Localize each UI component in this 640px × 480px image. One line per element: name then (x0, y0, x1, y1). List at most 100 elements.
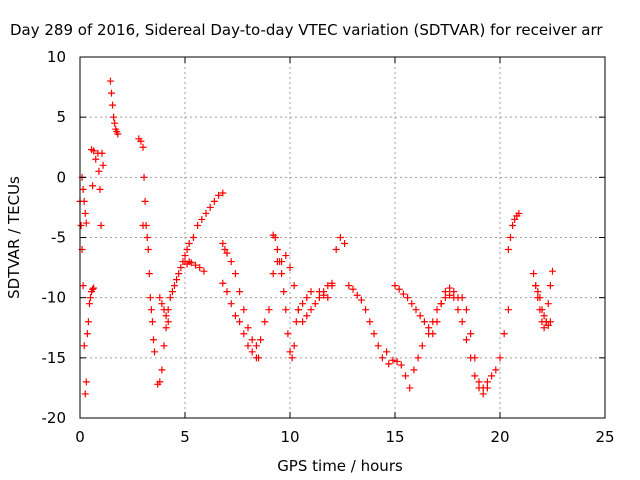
data-point (492, 366, 500, 374)
data-point (454, 306, 462, 314)
data-point (389, 356, 397, 364)
data-series (181, 258, 208, 275)
data-point (139, 143, 147, 151)
data-point (441, 288, 449, 296)
data-point (206, 203, 214, 211)
data-point (385, 360, 393, 368)
data-point (488, 372, 496, 380)
data-point (223, 249, 231, 257)
data-point (366, 318, 374, 326)
data-point (374, 342, 382, 350)
data-point (280, 288, 288, 296)
data-point (108, 89, 115, 97)
data-point (215, 191, 223, 199)
data-point (412, 306, 420, 314)
data-point (261, 318, 269, 326)
data-point (106, 77, 114, 85)
data-point (408, 300, 416, 308)
data-series (391, 282, 512, 392)
data-point (158, 300, 166, 308)
data-point (189, 234, 197, 241)
data-point (164, 318, 172, 326)
data-point (286, 348, 294, 356)
data-point (77, 221, 85, 229)
data-point (252, 342, 260, 350)
data-point (418, 342, 426, 350)
data-point (183, 246, 191, 254)
data-point (151, 348, 159, 356)
data-point (187, 259, 195, 267)
data-point (202, 209, 210, 217)
data-point (219, 279, 227, 287)
data-point (349, 285, 357, 293)
data-point (99, 161, 107, 169)
data-point (147, 306, 155, 314)
data-point (175, 270, 183, 278)
data-point (160, 306, 168, 314)
data-series (156, 294, 172, 326)
data-point (507, 234, 514, 241)
data-point (414, 354, 422, 362)
data-point (294, 306, 302, 314)
x-axis-label: GPS time / hours (277, 457, 403, 475)
data-point (395, 285, 403, 293)
data-point (467, 354, 475, 362)
data-series (345, 282, 391, 362)
data-point (231, 270, 239, 278)
data-point (150, 336, 157, 344)
data-point (96, 185, 104, 193)
data-point (282, 252, 290, 260)
x-tick-label: 25 (595, 428, 614, 446)
data-point (177, 264, 185, 272)
data-point (336, 234, 344, 241)
data-point (299, 300, 307, 308)
data-point (307, 306, 315, 314)
data-point (532, 282, 540, 290)
data-point (303, 312, 311, 320)
data-point (315, 288, 323, 296)
data-point (87, 294, 94, 302)
data-point (166, 294, 174, 302)
data-point (79, 282, 87, 290)
data-point (98, 149, 106, 157)
data-point (282, 306, 290, 314)
data-point (82, 378, 90, 386)
data-point (288, 354, 296, 362)
data-point (534, 288, 542, 296)
data-point (227, 258, 235, 266)
data-point (515, 209, 523, 217)
data-point (286, 264, 294, 272)
data-point (544, 300, 552, 308)
data-point (143, 234, 151, 241)
x-tick-label: 10 (280, 428, 299, 446)
data-point (546, 282, 554, 290)
data-point (397, 361, 405, 369)
data-point (406, 384, 414, 392)
data-point (248, 336, 256, 344)
data-point (196, 264, 204, 272)
data-point (194, 221, 202, 229)
data-point (357, 296, 365, 304)
data-points (76, 77, 556, 398)
data-point (391, 282, 399, 290)
data-point (416, 312, 424, 320)
data-point (278, 270, 286, 278)
data-point (341, 240, 349, 248)
data-point (446, 291, 454, 299)
data-point (299, 318, 307, 326)
data-point (433, 306, 441, 314)
data-series (219, 240, 273, 350)
data-point (90, 284, 98, 292)
data-point (156, 294, 164, 302)
data-point (227, 300, 235, 308)
data-point (393, 357, 401, 365)
data-point (85, 300, 93, 308)
data-point (549, 267, 556, 275)
data-point (89, 285, 97, 293)
data-point (162, 312, 170, 320)
data-point (146, 294, 154, 302)
data-point (200, 267, 208, 275)
data-point (544, 321, 552, 329)
data-point (81, 209, 89, 217)
data-point (353, 291, 361, 299)
